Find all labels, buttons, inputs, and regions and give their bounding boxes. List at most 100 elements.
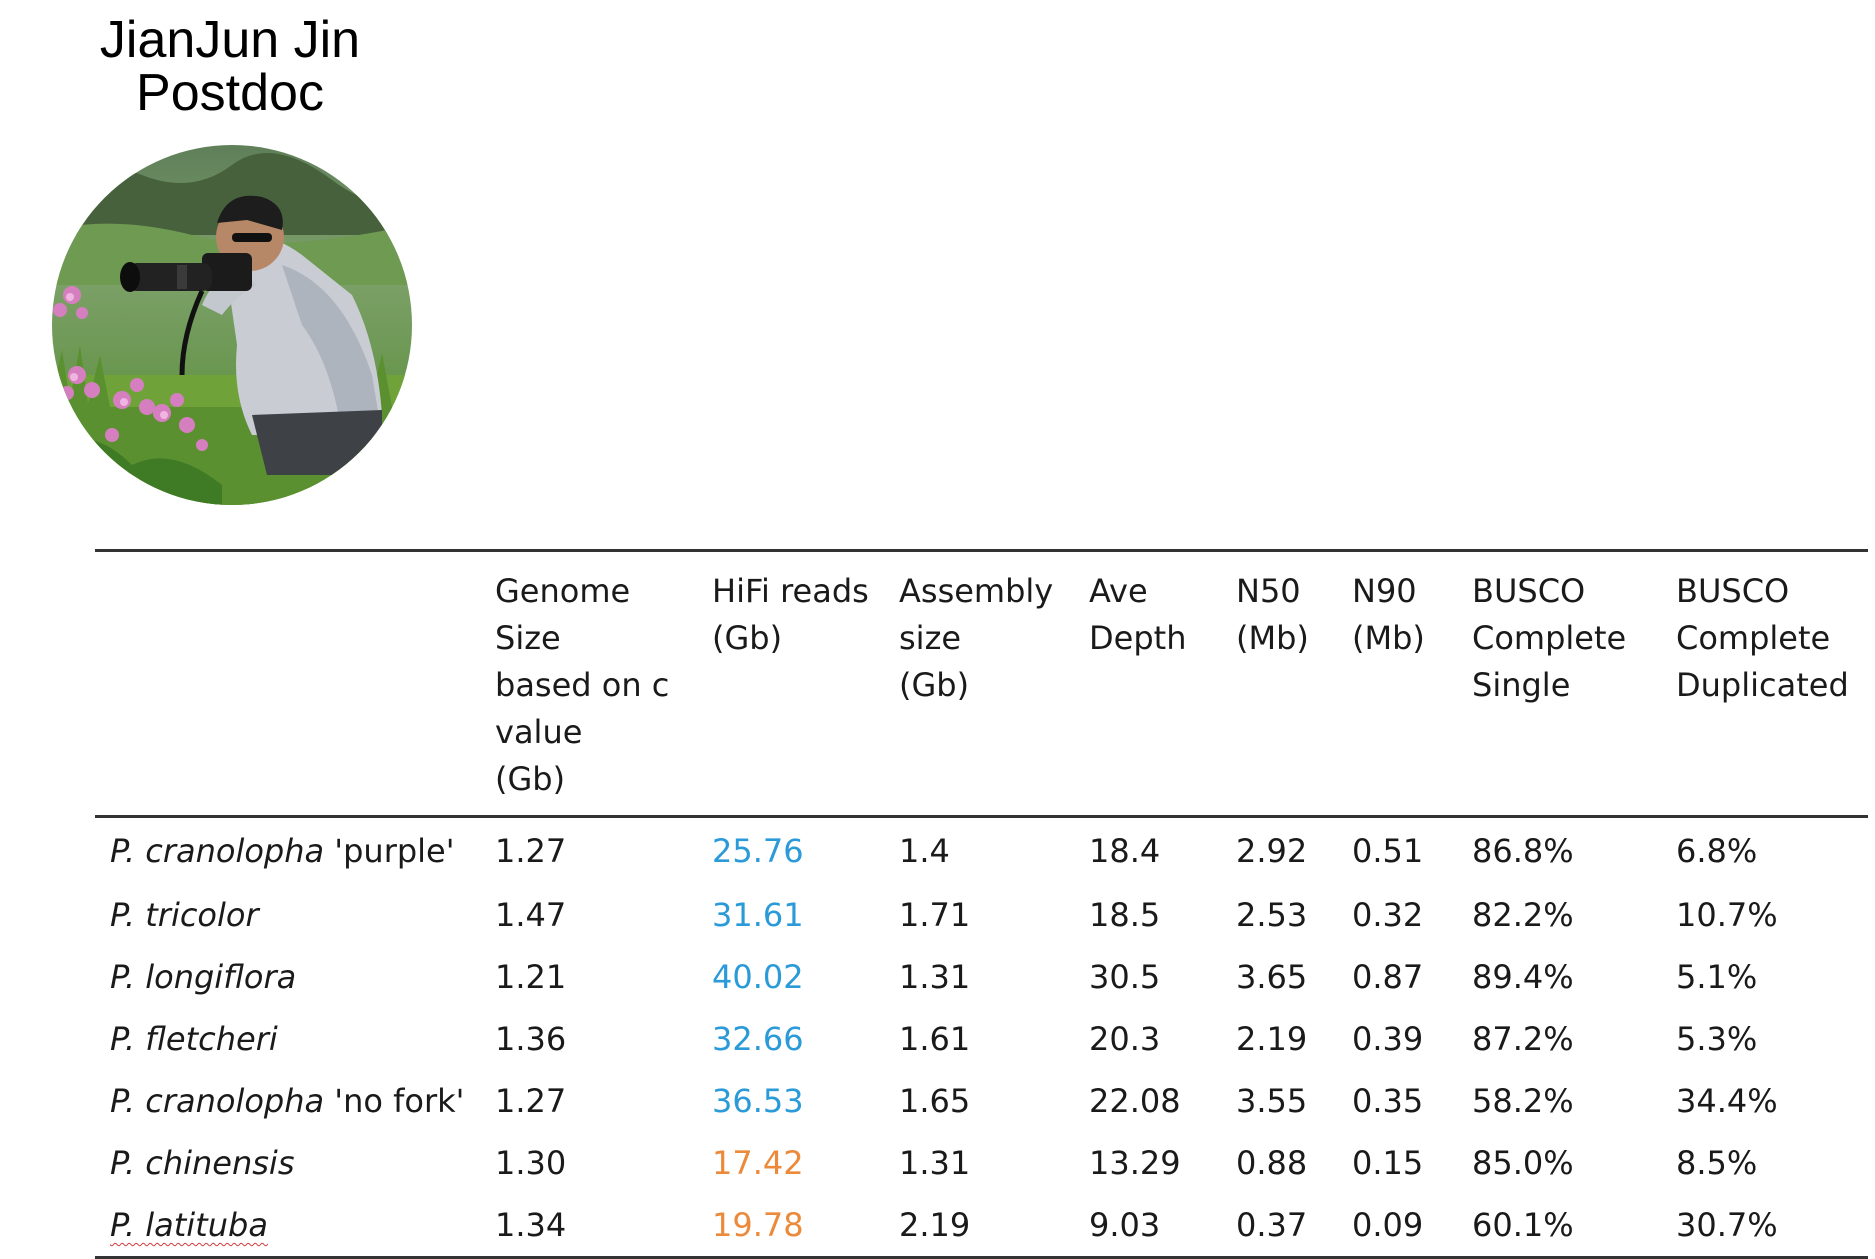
cell-n50: 2.53 [1236, 896, 1308, 934]
species-name: P. cranolopha [110, 832, 325, 870]
cell-busco-single: 86.8% [1472, 832, 1574, 870]
header-col-hifi-reads: HiFi reads (Gb) [712, 551, 899, 817]
cell-genome-size: 1.21 [495, 958, 567, 996]
header-line: Duplicated [1676, 666, 1849, 704]
species-cell: P. chinensis [95, 1132, 495, 1194]
table-row: P. fletcheri 1.36 32.66 1.61 20.3 2.19 0.39 87.… [95, 1008, 1868, 1070]
cell-n50: 2.19 [1236, 1020, 1308, 1058]
header-line: Complete [1472, 619, 1627, 657]
cell-busco-single: 82.2% [1472, 896, 1574, 934]
header-line: Single [1472, 666, 1571, 704]
cell-n90: 0.87 [1352, 958, 1424, 996]
cell-n90: 0.09 [1352, 1206, 1424, 1244]
table-row: P. chinensis 1.30 17.42 1.31 13.29 0.88 0.15 85… [95, 1132, 1868, 1194]
species-suffix: 'purple' [324, 832, 455, 870]
cell-genome-size: 1.34 [495, 1206, 567, 1244]
species-name: P. chinensis [110, 1144, 295, 1182]
header-line: N50 [1236, 572, 1301, 610]
header-line: value [495, 713, 583, 751]
cell-n50: 0.37 [1236, 1206, 1308, 1244]
cell-n90: 0.39 [1352, 1020, 1424, 1058]
header-col-n50: N50 (Mb) [1236, 551, 1352, 817]
species-name: P. cranolopha [110, 1082, 325, 1120]
cell-genome-size: 1.36 [495, 1020, 567, 1058]
species-name: P. tricolor [110, 896, 259, 934]
cell-busco-dup: 34.4% [1676, 1082, 1778, 1120]
header-line: (Gb) [712, 619, 783, 657]
cell-busco-dup: 5.1% [1676, 958, 1758, 996]
cell-n90: 0.15 [1352, 1144, 1424, 1182]
species-cell: P. longiflora [95, 946, 495, 1008]
header-line: (Gb) [899, 666, 970, 704]
header-line: (Mb) [1236, 619, 1309, 657]
cell-depth: 30.5 [1089, 958, 1161, 996]
header-col-busco-duplicated: BUSCO Complete Duplicated [1676, 551, 1868, 817]
header-col-genome-size: Genome Size based on c value (Gb) [495, 551, 712, 817]
header-line: based on c [495, 666, 670, 704]
cell-hifi: 25.76 [712, 832, 804, 870]
header-col-assembly-size: Assembly size (Gb) [899, 551, 1089, 817]
cell-depth: 18.5 [1089, 896, 1161, 934]
cell-n50: 2.92 [1236, 832, 1308, 870]
cell-depth: 18.4 [1089, 832, 1161, 870]
species-name: P. longiflora [110, 958, 297, 996]
header-line: (Mb) [1352, 619, 1425, 657]
cell-busco-single: 60.1% [1472, 1206, 1574, 1244]
header-line: size [899, 619, 962, 657]
cell-hifi: 19.78 [712, 1206, 804, 1244]
table-row: P. tricolor 1.47 31.61 1.71 18.5 2.53 0.32 82.2… [95, 884, 1868, 946]
cell-assembly: 1.71 [899, 896, 971, 934]
header-line: Assembly [899, 572, 1054, 610]
cell-assembly: 2.19 [899, 1206, 971, 1244]
cell-busco-dup: 5.3% [1676, 1020, 1758, 1058]
header-line: Ave [1089, 572, 1148, 610]
cell-n90: 0.32 [1352, 896, 1424, 934]
genome-assembly-table: Genome Size based on c value (Gb) HiFi reads (… [95, 549, 1868, 1259]
cell-hifi: 36.53 [712, 1082, 804, 1120]
species-name: P. latituba [110, 1206, 268, 1244]
table-row: P. cranolopha 'no fork' 1.27 36.53 1.65 22.0… [95, 1070, 1868, 1132]
header-col-ave-depth: Ave Depth [1089, 551, 1236, 817]
header-col-n90: N90 (Mb) [1352, 551, 1472, 817]
species-name: P. fletcheri [110, 1020, 278, 1058]
cell-genome-size: 1.27 [495, 832, 567, 870]
cell-n50: 3.65 [1236, 958, 1308, 996]
cell-assembly: 1.61 [899, 1020, 971, 1058]
cell-assembly: 1.65 [899, 1082, 971, 1120]
species-cell: P. fletcheri [95, 1008, 495, 1070]
cell-hifi: 17.42 [712, 1144, 804, 1182]
cell-depth: 22.08 [1089, 1082, 1181, 1120]
cell-hifi: 40.02 [712, 958, 804, 996]
cell-genome-size: 1.47 [495, 896, 567, 934]
cell-n90: 0.51 [1352, 832, 1424, 870]
header-col-species [95, 551, 495, 817]
header-line: Size [495, 619, 561, 657]
cell-busco-single: 89.4% [1472, 958, 1574, 996]
cell-busco-dup: 8.5% [1676, 1144, 1758, 1182]
person-role: Postdoc [136, 64, 324, 123]
cell-assembly: 1.31 [899, 1144, 971, 1182]
table-row: P. longiflora 1.21 40.02 1.31 30.5 3.65 0.87 89… [95, 946, 1868, 1008]
cell-depth: 20.3 [1089, 1020, 1161, 1058]
cell-n90: 0.35 [1352, 1082, 1424, 1120]
cell-depth: 13.29 [1089, 1144, 1181, 1182]
cell-busco-single: 58.2% [1472, 1082, 1574, 1120]
table-header-row: Genome Size based on c value (Gb) HiFi reads (… [95, 550, 1868, 817]
species-cell: P. cranolopha 'purple' [95, 817, 495, 885]
cell-depth: 9.03 [1089, 1206, 1161, 1244]
cell-busco-dup: 30.7% [1676, 1206, 1778, 1244]
person-caption: JianJun Jin Postdoc [50, 13, 410, 123]
header-line: Complete [1676, 619, 1831, 657]
cell-busco-dup: 10.7% [1676, 896, 1778, 934]
header-line: (Gb) [495, 760, 566, 798]
cell-busco-single: 87.2% [1472, 1020, 1574, 1058]
header-line: BUSCO [1676, 572, 1790, 610]
cell-hifi: 32.66 [712, 1020, 804, 1058]
table-row: P. cranolopha 'purple' 1.27 25.76 1.4 18.4 2.… [95, 817, 1868, 885]
header-line: N90 [1352, 572, 1417, 610]
profile-photo [52, 145, 412, 505]
table-row: P. latituba 1.34 19.78 2.19 9.03 0.37 0.09 60.1… [95, 1194, 1868, 1258]
cell-busco-single: 85.0% [1472, 1144, 1574, 1182]
header-line: Genome [495, 572, 631, 610]
species-suffix: 'no fork' [324, 1082, 465, 1120]
